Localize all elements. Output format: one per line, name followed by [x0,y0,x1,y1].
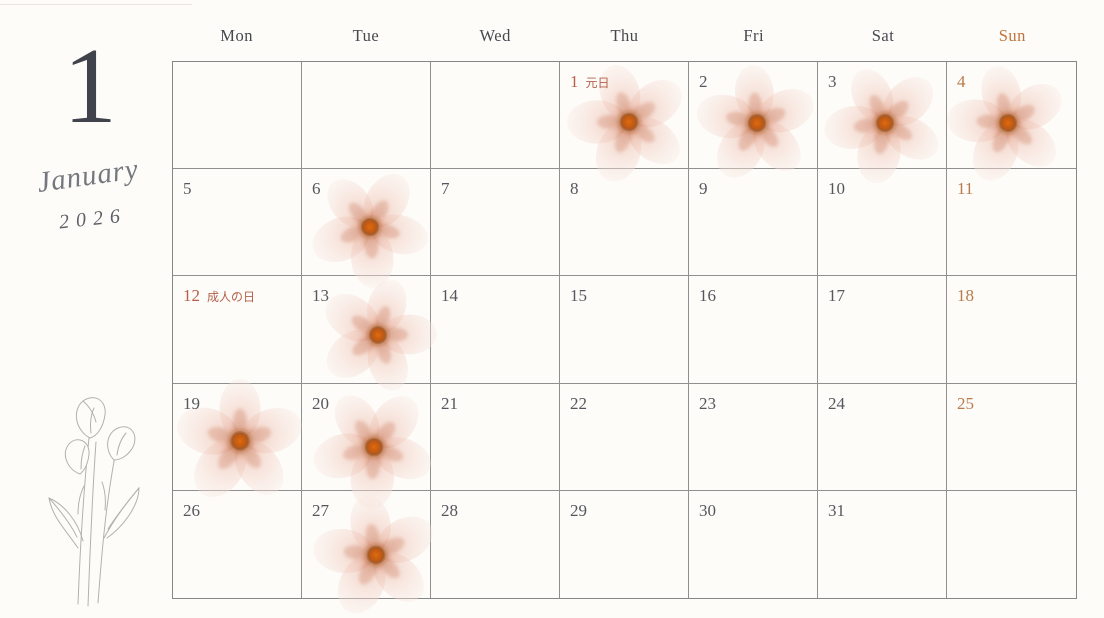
date-number: 28 [441,500,458,520]
calendar-cell-1: 1 元日 [560,62,689,169]
holiday-label: 元日 [585,76,610,90]
calendar-cell-12: 12 成人の日 [173,276,302,384]
calendar-cell-8: 8 [560,169,689,277]
date-number: 9 [699,179,708,199]
calendar-cell-26: 26 [173,490,302,598]
date-number: 12 [183,286,200,306]
calendar-cell-6: 6 [302,169,431,276]
watercolor-flower-icon [824,62,946,184]
sidebar: 1 January 2026 [0,0,172,617]
date-number: 3 [828,72,837,91]
date-number: 5 [183,179,192,199]
calendar-cell-7: 7 [431,169,560,277]
calendar-grid: 1 元日 2 3 4 5 6 7 8 9 10 11 12 成人の日 13 14 15 16 17 18 19 20 21 2… [172,61,1077,599]
calendar-cell-23: 23 [689,383,818,491]
calendar-cell-4: 4 [947,62,1076,169]
date-number: 27 [312,500,329,520]
calendar-cell-5: 5 [173,169,302,277]
calendar-cell-empty [173,62,302,170]
calla-lily-sketch-icon [20,386,155,616]
holiday-label: 成人の日 [207,290,256,305]
calendar-cell-18: 18 [947,276,1076,384]
calendar-cell-24: 24 [818,383,947,491]
date-number: 26 [183,500,200,520]
calendar-cell-27: 27 [302,490,431,598]
date-number: 1 [570,72,579,91]
date-number: 25 [957,393,974,413]
calendar-cell-29: 29 [560,490,689,598]
calendar-cell-empty [947,491,1076,598]
calendar-cell-2: 2 [689,62,818,169]
calendar-cell-16: 16 [689,276,818,384]
date-number: 6 [312,179,321,199]
calendar-cell-19: 19 [173,384,302,491]
weekday-label-fri: Fri [743,26,765,45]
watercolor-flower-icon [318,275,438,395]
calendar-cell-30: 30 [689,490,818,598]
date-number: 20 [312,393,329,413]
date-number: 24 [828,393,845,413]
date-number: 17 [828,286,845,306]
calendar-cell-13: 13 [302,276,431,383]
calendar-cell-22: 22 [560,383,689,491]
watercolor-flower-icon [309,166,431,288]
calendar-cell-empty [431,62,560,170]
weekday-label-thu: Thu [610,26,639,45]
month-number: 1 [63,27,117,146]
calendar-cell-empty [302,62,431,170]
date-number: 23 [699,393,716,413]
calendar-cell-15: 15 [560,276,689,384]
calendar-cell-21: 21 [431,383,560,491]
calendar-cell-14: 14 [431,276,560,384]
date-number: 7 [441,179,450,199]
date-number: 11 [957,179,974,199]
date-number: 18 [957,286,974,306]
weekday-label-tue: Tue [352,26,380,45]
paper-edge [0,4,192,14]
calendar-cell-20: 20 [302,383,431,491]
date-number: 15 [570,286,587,306]
calendar-cell-9: 9 [689,169,818,277]
date-number: 21 [441,393,458,413]
weekday-label-wed: Wed [479,26,511,45]
month-name-script: January [35,153,141,199]
calendar-cell-31: 31 [818,490,947,598]
date-number: 16 [699,286,716,306]
calendar-cell-3: 3 [818,62,947,169]
year-script: 2026 [57,204,128,234]
watercolor-flower-icon [696,62,818,184]
date-number: 29 [570,500,587,520]
date-number: 2 [699,72,708,91]
date-number: 22 [570,393,587,413]
date-number: 30 [699,500,716,520]
date-number: 13 [312,286,329,306]
weekday-label-sun: Sun [998,26,1026,45]
date-number: 19 [183,393,200,413]
calendar-cell-28: 28 [431,490,560,598]
weekday-label-mon: Mon [220,26,253,45]
date-number: 14 [441,286,458,306]
calendar-cell-25: 25 [947,384,1076,491]
date-number: 10 [828,179,845,199]
weekday-header-row: Mon Tue Wed Thu Fri Sat Sun [172,26,1077,50]
calendar-cell-11: 11 [947,169,1076,277]
weekday-label-sat: Sat [871,26,895,45]
date-number: 4 [957,72,966,91]
watercolor-flower-icon [313,492,439,618]
calendar-cell-10: 10 [818,169,947,277]
calendar-cell-17: 17 [818,276,947,384]
date-number: 8 [570,179,579,199]
date-number: 31 [828,500,845,520]
